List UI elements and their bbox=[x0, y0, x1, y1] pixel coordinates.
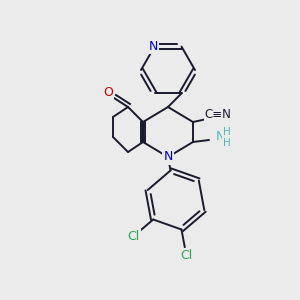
Text: N: N bbox=[215, 130, 225, 143]
Text: N: N bbox=[149, 40, 158, 53]
Text: N: N bbox=[163, 151, 173, 164]
Text: C≡N: C≡N bbox=[205, 109, 231, 122]
Text: H: H bbox=[223, 138, 231, 148]
Text: Cl: Cl bbox=[180, 249, 192, 262]
Text: Cl: Cl bbox=[127, 230, 140, 243]
Text: O: O bbox=[103, 85, 113, 98]
Text: H: H bbox=[223, 127, 231, 137]
